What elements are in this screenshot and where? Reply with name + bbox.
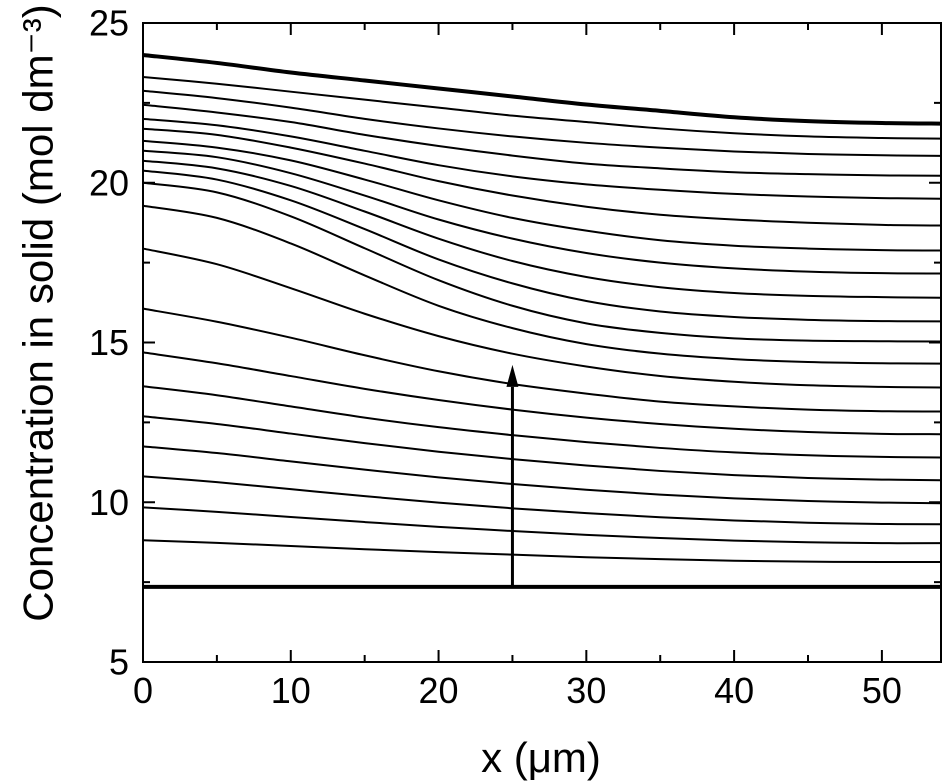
y-tick-label: 15	[89, 322, 129, 363]
x-tick-label: 40	[714, 670, 754, 711]
y-tick-label: 5	[109, 642, 129, 683]
concentration-profile-line	[142, 149, 942, 275]
concentration-profile-line	[142, 89, 942, 157]
x-tick-label: 20	[419, 670, 459, 711]
concentration-profile-line	[142, 169, 942, 323]
concentration-profile-line	[142, 52, 942, 126]
concentration-profile-line	[142, 385, 942, 459]
concentration-profile-line	[142, 415, 942, 482]
tick-labels: 0 10 20 30 40 50 5 10 15 20 25	[89, 3, 902, 712]
concentration-profile-line	[142, 127, 942, 227]
x-tick-label: 30	[566, 670, 606, 711]
x-axis-label: x (μm)	[481, 734, 601, 781]
concentration-profile-line	[142, 445, 942, 505]
x-tick-label: 10	[271, 670, 311, 711]
concentration-profile-line	[142, 506, 942, 545]
annotation-layer	[506, 364, 519, 587]
concentration-profile-line	[142, 307, 942, 413]
y-tick-label: 20	[89, 162, 129, 203]
concentration-profile-line	[142, 76, 942, 140]
y-axis-label: Concentration in solid (mol dm⁻³)	[15, 4, 62, 621]
arrow-head	[506, 364, 519, 387]
tick-marks	[142, 22, 941, 663]
y-tick-label: 10	[89, 482, 129, 523]
concentration-profile-line	[142, 539, 942, 564]
concentration-profile-line	[142, 181, 942, 343]
concentration-profile-line	[142, 351, 942, 436]
concentration-profile-line	[142, 103, 942, 177]
concentration-profile-line	[142, 159, 942, 299]
concentration-profile-line	[142, 139, 942, 252]
profile-lines	[142, 52, 942, 589]
x-tick-label: 50	[862, 670, 902, 711]
concentration-profile-line	[142, 475, 942, 526]
x-tick-label: 0	[133, 670, 153, 711]
concentration-profile-line	[142, 204, 942, 365]
y-tick-label: 25	[89, 3, 129, 44]
concentration-profile-line	[142, 247, 942, 389]
concentration-profile-line	[142, 117, 942, 200]
